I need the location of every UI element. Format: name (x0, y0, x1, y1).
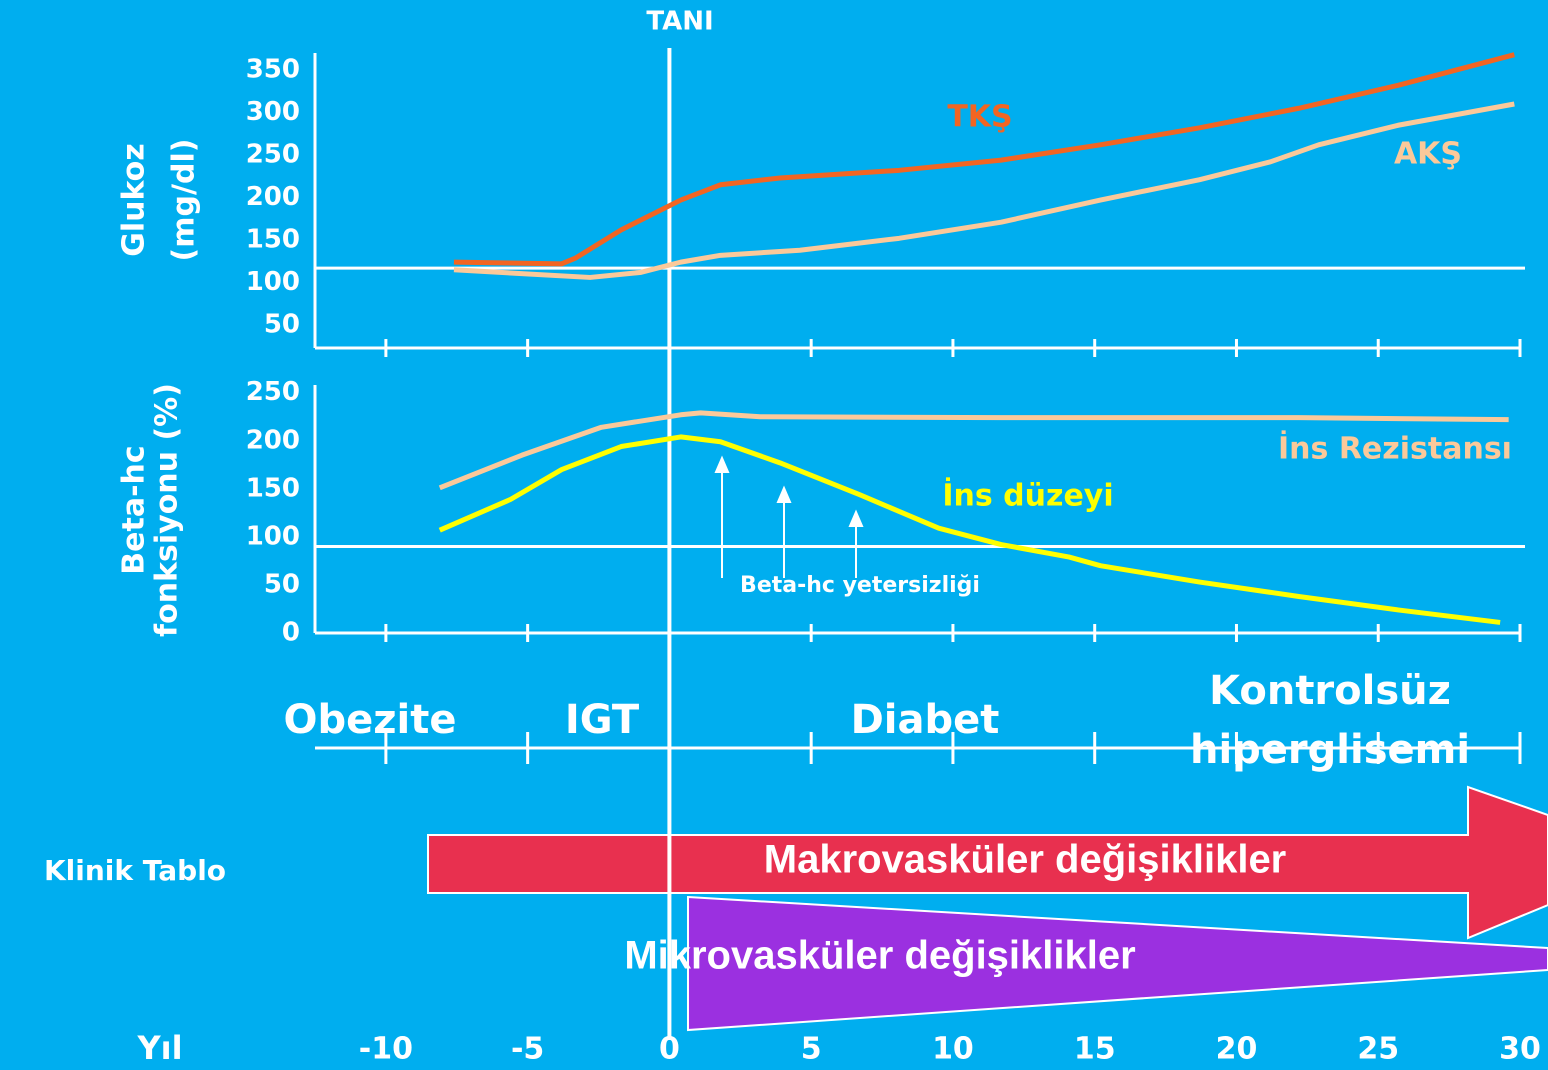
stage-label: hiperglisemi (1190, 727, 1470, 773)
stage-label: IGT (565, 697, 640, 743)
stage-label: Kontrolsüz (1209, 668, 1451, 714)
series-label: TKŞ (947, 100, 1012, 135)
x-tick-label: 10 (932, 1032, 974, 1067)
x-tick-label: 0 (659, 1032, 680, 1067)
y-tick-label: 250 (246, 377, 300, 407)
macro-arrow (427, 785, 1548, 940)
y-tick-label: 50 (264, 569, 300, 599)
x-tick-label: 15 (1074, 1032, 1116, 1067)
series-label: İns Rezistansı (1278, 431, 1512, 467)
y-tick-label: 50 (264, 310, 300, 340)
y-tick-label: 200 (246, 182, 300, 212)
stage-label: Obezite (283, 697, 456, 743)
clinical-label: Klinik Tablo (44, 854, 226, 887)
series-label: AKŞ (1394, 137, 1462, 172)
y-tick-label: 100 (246, 521, 300, 551)
series-line (453, 101, 1515, 280)
y-tick-label: 250 (246, 140, 300, 170)
y-axis-label: fonksiyonu (%) (150, 383, 185, 637)
macro-label: Makrovasküler değişiklikler (764, 838, 1287, 882)
x-tick-label: 20 (1216, 1032, 1258, 1067)
x-tick-label: -5 (511, 1032, 544, 1067)
series-line (438, 434, 1501, 625)
series-line (453, 52, 1515, 267)
y-tick-label: 150 (246, 225, 300, 255)
y-tick-label: 0 (282, 618, 300, 648)
beta-arrows (714, 455, 864, 578)
x-tick-label: -10 (359, 1032, 413, 1067)
y-axis-label: (mg/dl) (167, 139, 202, 262)
series-label: İns düzeyi (942, 478, 1113, 514)
x-tick-label: 5 (801, 1032, 822, 1067)
annotation: Beta-hc yetersizliği (740, 573, 980, 598)
x-tick-label: 25 (1357, 1032, 1399, 1067)
series-line (438, 410, 1509, 491)
y-tick-label: 150 (246, 473, 300, 503)
x-tick-label: 30 (1499, 1032, 1541, 1067)
y-tick-label: 100 (246, 267, 300, 297)
micro-label: Mikrovasküler değişiklikler (624, 934, 1135, 978)
y-tick-label: 300 (246, 97, 300, 127)
y-tick-label: 200 (246, 425, 300, 455)
y-axis-label: Beta-hc (117, 445, 152, 574)
y-axis-label: Glukoz (117, 143, 152, 256)
tani-label: TANI (646, 7, 713, 37)
x-axis-label: Yıl (136, 1029, 182, 1067)
stage-label: Diabet (851, 697, 1000, 743)
micro-wedge (687, 895, 1548, 1032)
y-tick-label: 350 (246, 55, 300, 85)
